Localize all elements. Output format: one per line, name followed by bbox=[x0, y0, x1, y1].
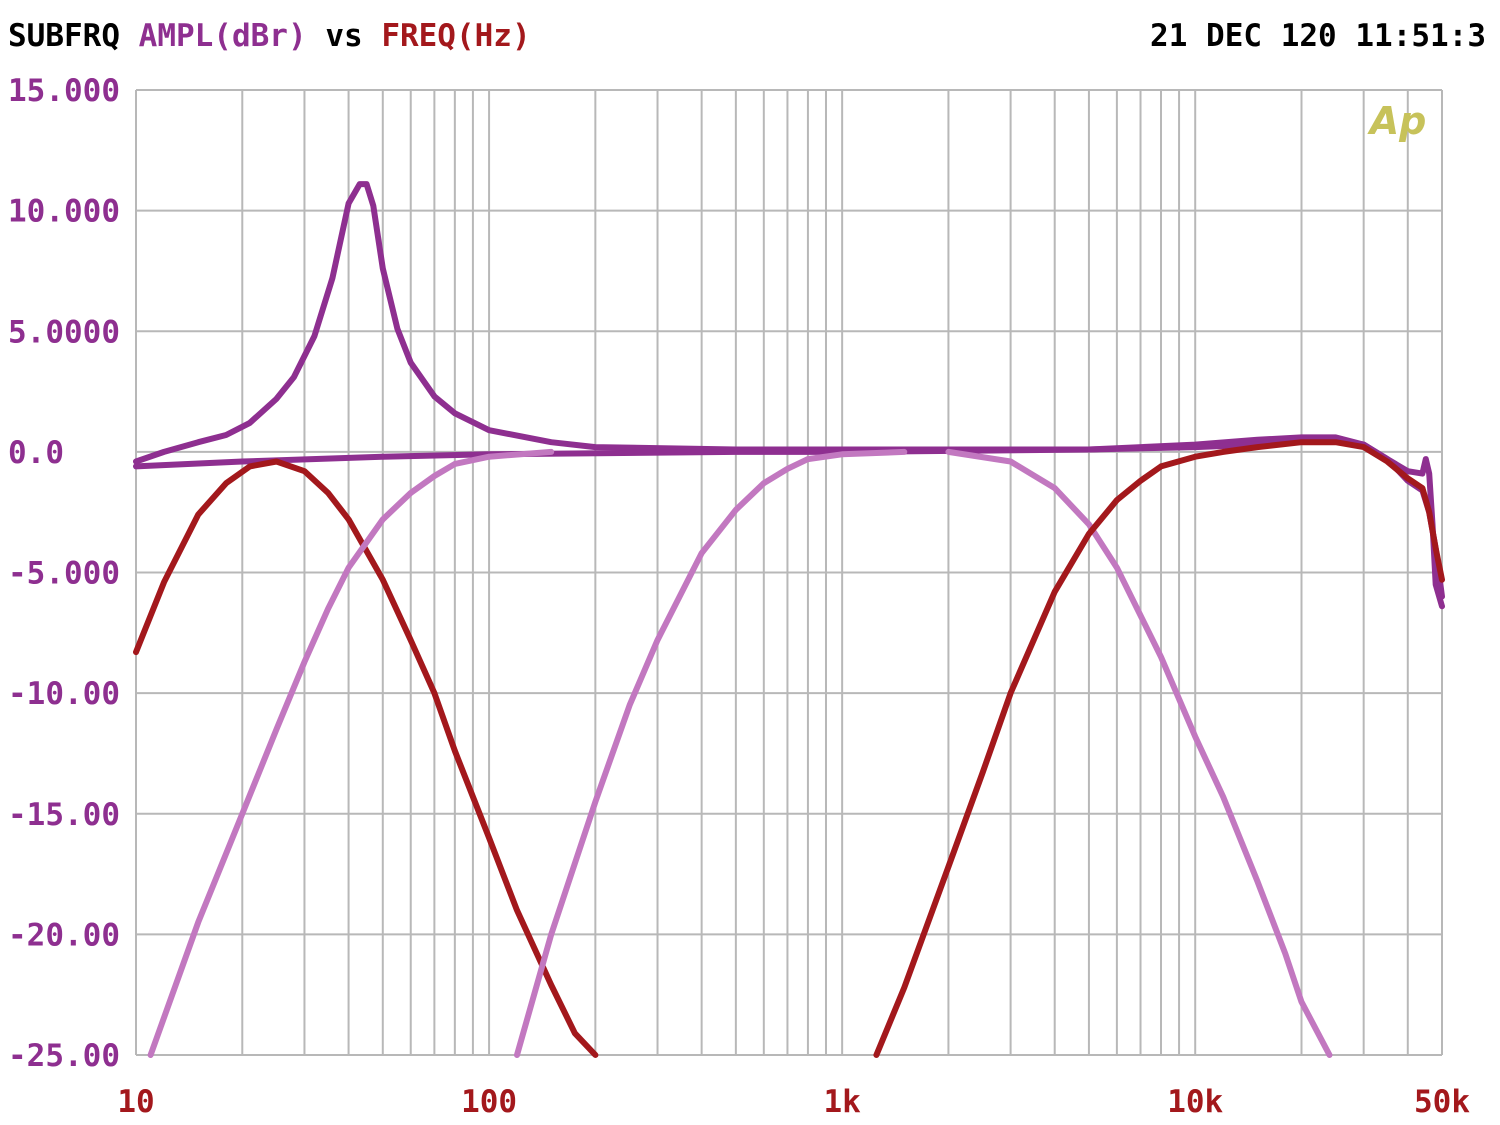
header-vs: vs bbox=[325, 18, 363, 54]
series-line-6 bbox=[945, 448, 1333, 1058]
x-tick-label: 10k bbox=[1167, 1084, 1223, 1120]
y-tick-label: 0.0 bbox=[8, 435, 64, 471]
header-timestamp: 21 DEC 120 11:51:3 bbox=[1150, 18, 1486, 54]
y-tick-label: 15.000 bbox=[8, 73, 120, 109]
plot-header-title: SUBFRQ AMPL(dBr) vs FREQ(Hz) bbox=[8, 18, 531, 54]
header-source: SUBFRQ bbox=[8, 18, 120, 54]
series-line-1 bbox=[133, 181, 1445, 610]
y-tick-label: -25.00 bbox=[8, 1038, 120, 1074]
header-x-quantity: FREQ(Hz) bbox=[381, 18, 531, 54]
y-tick-label: -10.00 bbox=[8, 676, 120, 712]
x-tick-label: 10 bbox=[117, 1084, 154, 1120]
x-tick-label: 50k bbox=[1414, 1084, 1470, 1120]
y-tick-label: -20.00 bbox=[8, 917, 120, 953]
header-y-quantity: AMPL(dBr) bbox=[138, 18, 307, 54]
series-line-4 bbox=[147, 448, 555, 1058]
y-tick-labels: 15.000 10.000 5.0000 0.0 -5.000 -10.00 -15.00 -… bbox=[8, 73, 120, 1074]
y-tick-label: -15.00 bbox=[8, 797, 120, 833]
y-tick-label: 10.000 bbox=[8, 194, 120, 230]
y-tick-label: -5.000 bbox=[8, 556, 120, 592]
ap-logo: Ap bbox=[1367, 99, 1427, 143]
x-tick-label: 1k bbox=[823, 1084, 861, 1120]
series-line-3 bbox=[133, 458, 599, 1058]
series-group bbox=[133, 181, 1445, 1058]
y-tick-label: 5.0000 bbox=[8, 314, 120, 350]
grid bbox=[135, 89, 1443, 1056]
x-tick-labels: 10 100 1k 10k 50k bbox=[117, 1084, 1470, 1120]
series-line-5 bbox=[514, 448, 908, 1058]
x-tick-label: 100 bbox=[461, 1084, 517, 1120]
series-line-7 bbox=[873, 439, 1445, 1058]
